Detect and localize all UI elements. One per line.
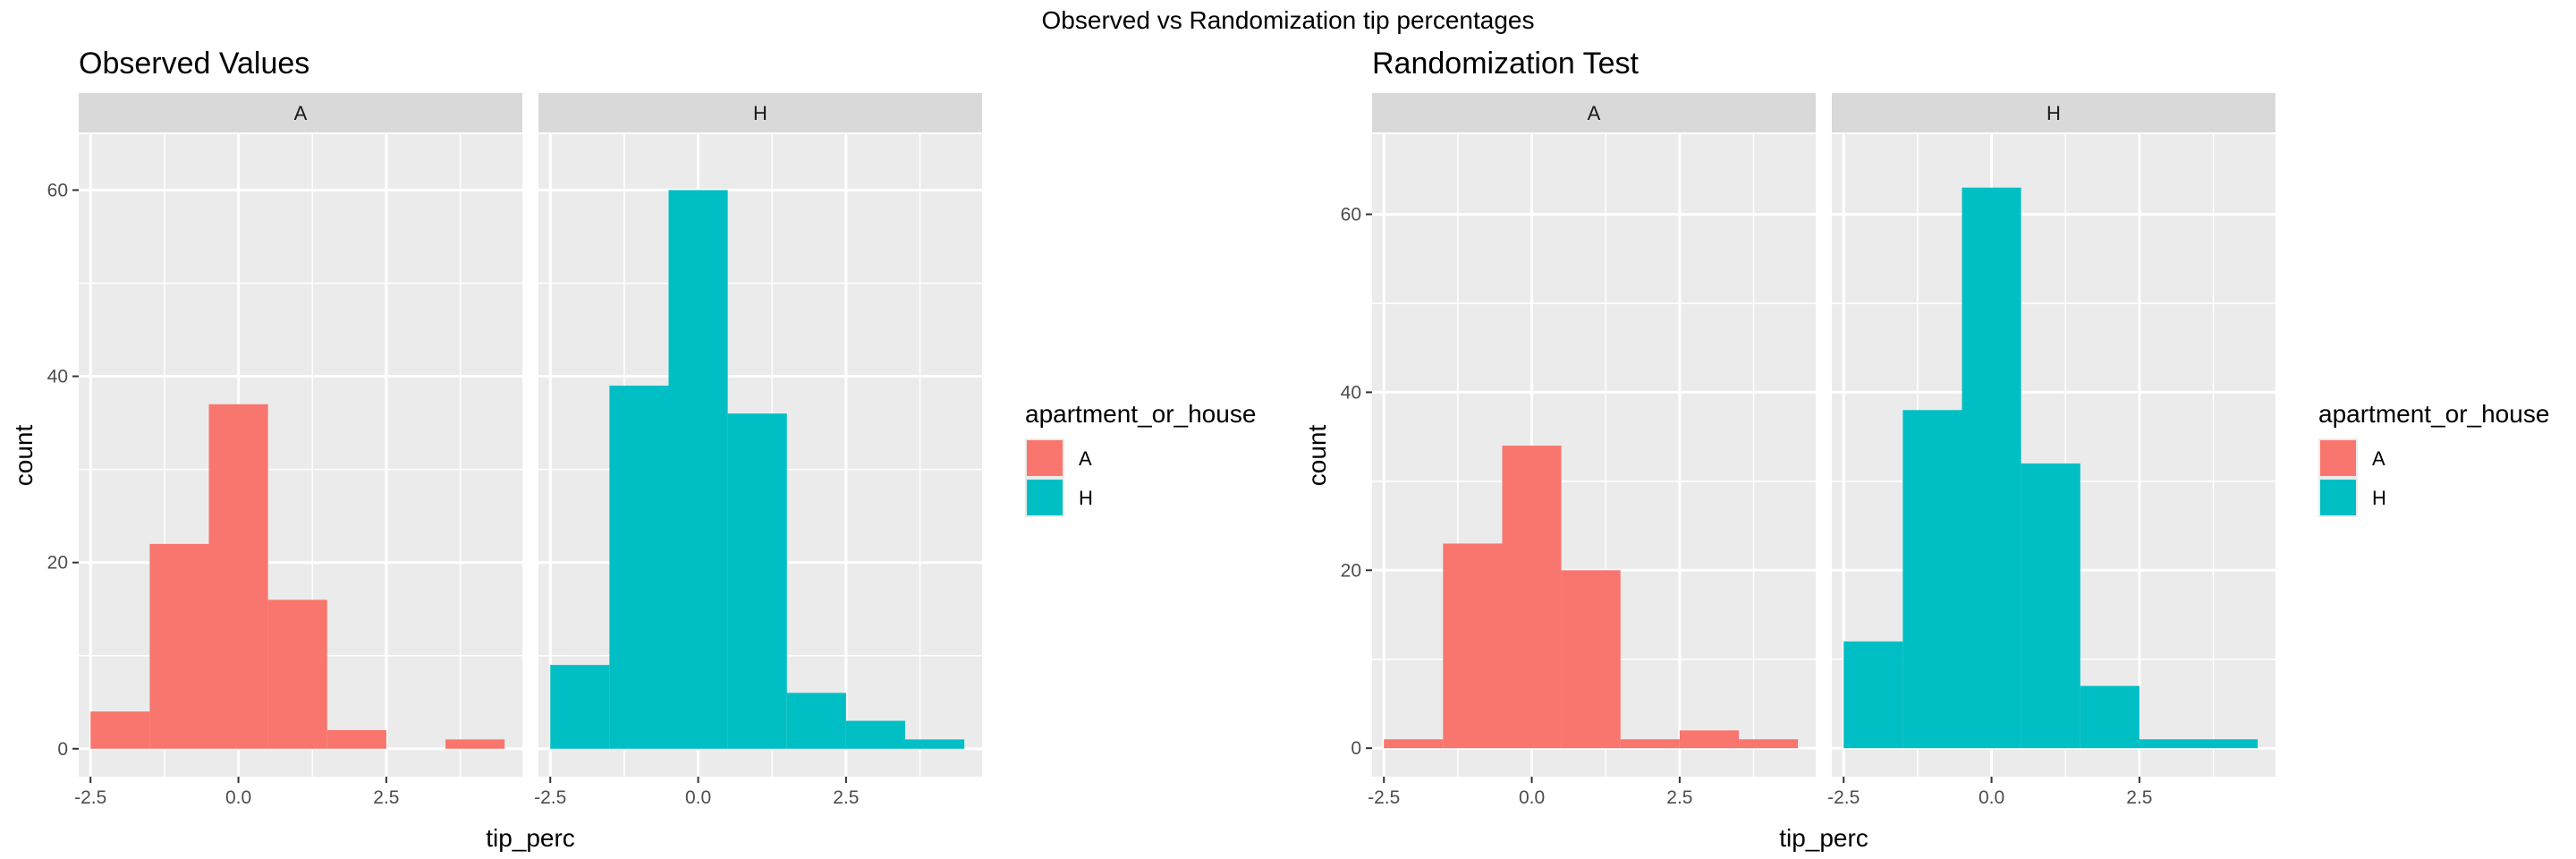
legend-label-H: H bbox=[1079, 487, 1093, 509]
histogram-bar bbox=[1962, 187, 2021, 749]
plot-2: Randomization Test A -2.5 0.0 2.5 0 20 40 60 H -2.… bbox=[1303, 47, 2549, 852]
figure-suptitle: Observed vs Randomization tip percentage… bbox=[1042, 6, 1535, 34]
histogram-bar bbox=[149, 543, 209, 749]
facet-H: H -2.5 0.0 2.5 bbox=[1827, 93, 2275, 808]
legend-title: apartment_or_house bbox=[1025, 400, 1256, 428]
facet-strip-label: A bbox=[294, 102, 308, 124]
histogram-bar bbox=[208, 404, 268, 749]
histogram-bar bbox=[2139, 739, 2199, 749]
x-tick-label: 0.0 bbox=[225, 787, 251, 808]
facet-strip bbox=[1372, 93, 1816, 132]
plot-title: Randomization Test bbox=[1372, 47, 1640, 81]
legend-swatch-H bbox=[2320, 480, 2356, 515]
histogram-bar bbox=[2080, 685, 2140, 749]
plot-1: Observed Values A -2.5 0.0 2.5 0 20 40 60 H -2.5 0.… bbox=[10, 47, 1256, 852]
histogram-bar bbox=[267, 600, 327, 749]
x-tick-label: 2.5 bbox=[2126, 787, 2152, 808]
histogram-bar bbox=[1620, 739, 1680, 749]
legend-swatch-H bbox=[1027, 480, 1063, 515]
histogram-bar bbox=[1443, 543, 1503, 749]
x-tick-label: 0.0 bbox=[685, 787, 711, 808]
histogram-bar bbox=[1561, 570, 1621, 749]
y-tick-label: 60 bbox=[1341, 205, 1361, 225]
x-tick-label: -2.5 bbox=[1368, 787, 1400, 808]
histogram-bar bbox=[2199, 739, 2258, 749]
legend-title: apartment_or_house bbox=[2318, 400, 2549, 428]
legend-label-A: A bbox=[1079, 447, 1092, 470]
facet-strip bbox=[79, 93, 522, 132]
x-tick-label: 2.5 bbox=[1666, 787, 1692, 808]
histogram-bar bbox=[905, 739, 965, 749]
histogram-bar bbox=[326, 729, 386, 749]
histogram-bar bbox=[668, 190, 728, 749]
y-tick-label: 0 bbox=[1351, 738, 1361, 759]
x-tick-label: 2.5 bbox=[373, 787, 399, 808]
histogram-bar bbox=[2021, 463, 2080, 749]
y-tick-label: 20 bbox=[1341, 560, 1361, 581]
histogram-bar bbox=[1902, 410, 1962, 749]
histogram-bar bbox=[727, 413, 787, 749]
x-axis-title: tip_perc bbox=[1779, 824, 1868, 852]
facet-strip bbox=[1832, 93, 2275, 132]
y-tick-label: 0 bbox=[57, 739, 68, 760]
histogram-bar bbox=[845, 720, 906, 749]
histogram-bar bbox=[1843, 641, 1903, 749]
facet-strip-label: H bbox=[753, 102, 767, 124]
histogram-bar bbox=[1384, 739, 1444, 749]
x-axis-title: tip_perc bbox=[486, 824, 575, 852]
histogram-bar bbox=[550, 665, 610, 749]
x-tick-label: -2.5 bbox=[74, 787, 106, 808]
plot-title: Observed Values bbox=[79, 47, 309, 81]
legend-swatch-A bbox=[1027, 440, 1063, 476]
x-tick-label: 0.0 bbox=[1979, 787, 2004, 808]
legend: apartment_or_house AH bbox=[1025, 400, 1256, 517]
y-axis-title: count bbox=[10, 425, 38, 487]
facet-strip-label: H bbox=[2046, 102, 2061, 124]
legend-label-A: A bbox=[2372, 447, 2385, 470]
y-tick-label: 40 bbox=[1341, 382, 1361, 403]
legend-swatch-A bbox=[2320, 440, 2356, 476]
x-tick-label: 0.0 bbox=[1519, 787, 1545, 808]
histogram-bar bbox=[1679, 730, 1740, 749]
legend: apartment_or_house AH bbox=[2318, 400, 2549, 517]
facet-H: H -2.5 0.0 2.5 bbox=[534, 93, 982, 808]
y-tick-label: 20 bbox=[47, 553, 68, 574]
facet-A: A -2.5 0.0 2.5 0 20 40 60 bbox=[47, 93, 522, 808]
facet-A: A -2.5 0.0 2.5 0 20 40 60 bbox=[1341, 93, 1816, 808]
histogram-bar bbox=[445, 739, 505, 749]
x-tick-label: 2.5 bbox=[833, 787, 859, 808]
facet-strip-label: A bbox=[1588, 102, 1601, 124]
histogram-bar bbox=[786, 693, 846, 749]
histogram-bar bbox=[1739, 739, 1799, 749]
x-tick-label: -2.5 bbox=[534, 787, 566, 808]
histogram-bar bbox=[609, 385, 669, 749]
legend-label-H: H bbox=[2372, 487, 2386, 509]
x-tick-label: -2.5 bbox=[1827, 787, 1860, 808]
histogram-bar bbox=[90, 711, 150, 749]
y-tick-label: 60 bbox=[47, 180, 68, 200]
y-tick-label: 40 bbox=[47, 367, 68, 387]
y-axis-title: count bbox=[1303, 425, 1331, 487]
histogram-bar bbox=[1502, 446, 1562, 749]
facet-strip bbox=[538, 93, 982, 132]
